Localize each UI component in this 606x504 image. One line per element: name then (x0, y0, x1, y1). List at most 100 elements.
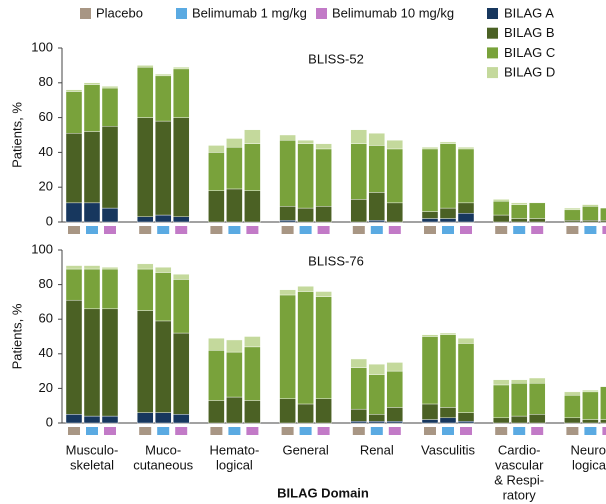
treatment-marker (104, 226, 116, 234)
bar-segment (421, 211, 439, 219)
legend-label: Placebo (96, 5, 143, 20)
bar-segment (154, 412, 172, 424)
bar-segment (529, 414, 546, 424)
bar-segment (457, 213, 475, 223)
bar-segment (457, 146, 475, 150)
bar-segment (154, 320, 172, 413)
y-tick-label: 40 (39, 345, 53, 360)
treatment-marker (86, 427, 98, 435)
bar-segment (493, 417, 510, 424)
x-tick-label: Neuro- (571, 442, 606, 457)
treatment-marker (442, 226, 454, 234)
treatment-marker (299, 427, 312, 435)
bar-segment (83, 202, 101, 223)
bar-segment (101, 268, 119, 310)
bar-segment (600, 419, 606, 424)
bar-segment (368, 192, 385, 221)
x-tick-label: Musculo- (66, 442, 119, 457)
bar-segment (564, 391, 581, 396)
treatment-marker (246, 427, 259, 435)
y-axis-label: Patients, % (9, 303, 24, 369)
bar-segment (582, 419, 599, 424)
bar-segment (172, 117, 190, 217)
bar-segment (154, 73, 172, 77)
bar-segment (564, 209, 581, 221)
x-tick-label: logical (216, 457, 253, 472)
bar-segment (564, 220, 581, 223)
bar-segment (297, 291, 314, 405)
bar-segment (386, 140, 403, 150)
x-tick-label: Hemato- (209, 442, 259, 457)
bar-segment (136, 310, 154, 413)
legend-swatch (176, 8, 187, 19)
treatment-marker (86, 226, 98, 234)
bar-segment (386, 407, 403, 422)
bar-segment (172, 216, 190, 223)
legend-swatch (487, 47, 498, 59)
bar-segment (511, 415, 528, 424)
bar-segment (600, 207, 606, 221)
bar-segment (65, 265, 83, 270)
treatment-marker (104, 427, 116, 435)
bar-segment (368, 374, 385, 415)
bar-segment (493, 384, 510, 419)
x-tick-label: ratory (503, 487, 537, 502)
x-axis-label: BILAG Domain (277, 485, 369, 500)
bar-segment (457, 421, 475, 424)
bar-segment (297, 143, 314, 209)
bar-segment (493, 214, 510, 223)
bar-segment (564, 395, 581, 419)
bar-segment (65, 89, 83, 92)
treatment-marker (157, 427, 170, 435)
bar-segment (83, 308, 101, 417)
bar-segment (439, 417, 457, 424)
bar-segment (172, 66, 190, 70)
bar-segment (136, 412, 154, 424)
bar-segment (83, 84, 101, 132)
bar-segment (172, 332, 190, 415)
bar-segment (172, 68, 190, 118)
bar-segment (136, 117, 154, 217)
bar-segment (279, 289, 296, 296)
bar-segment (279, 140, 296, 207)
bar-segment (582, 389, 599, 393)
treatment-marker (584, 427, 597, 435)
bar-segment (315, 291, 332, 297)
bar-segment (368, 414, 385, 422)
bar-segment (350, 129, 367, 144)
y-tick-label: 20 (39, 380, 53, 395)
x-tick-label: & Respi- (494, 472, 544, 487)
treatment-marker (513, 226, 526, 234)
panel-title: BLISS-52 (308, 51, 364, 66)
bar-segment (65, 91, 83, 134)
legend-label: Belimumab 10 mg/kg (332, 5, 454, 20)
y-tick-label: 100 (31, 241, 53, 256)
bar-segment (83, 268, 101, 310)
y-tick-label: 100 (31, 39, 53, 54)
legend-swatch (487, 27, 498, 39)
bar-segment (439, 141, 457, 144)
bar-segment (457, 338, 475, 344)
y-tick-label: 0 (46, 213, 53, 228)
bar-segment (172, 414, 190, 424)
bar-segment (421, 146, 439, 150)
bar-segment (136, 268, 154, 311)
bar-segment (244, 346, 261, 401)
bar-segment (172, 274, 190, 280)
treatment-marker (531, 427, 544, 435)
treatment-marker (228, 427, 241, 435)
bar-segment (368, 133, 385, 146)
bar-segment (457, 343, 475, 413)
bar-segment (154, 272, 172, 322)
y-tick-label: 80 (39, 276, 53, 291)
bar-segment (386, 202, 403, 223)
legend-label: BILAG A (504, 5, 554, 20)
treatment-marker (424, 427, 436, 435)
bar-segment (493, 379, 510, 386)
bar-segment (279, 398, 296, 424)
bar-segment (208, 350, 225, 401)
bar-segment (154, 75, 172, 122)
bar-segment (564, 417, 581, 424)
treatment-marker (139, 427, 152, 435)
